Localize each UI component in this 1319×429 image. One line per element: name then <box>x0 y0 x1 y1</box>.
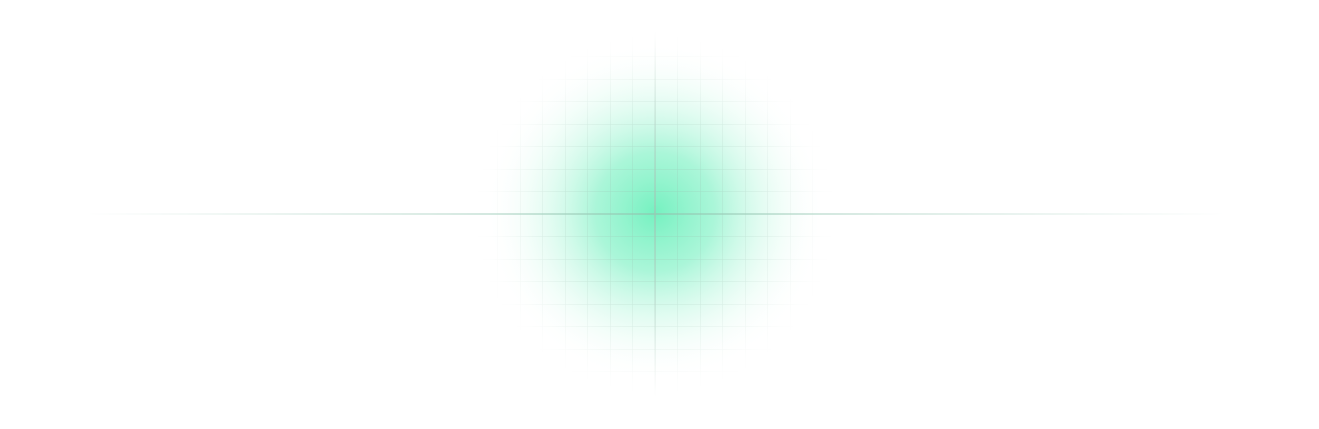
decorative-glow <box>85 30 1225 400</box>
page: (() => { const data = JSON.parse(documen… <box>85 30 1225 400</box>
